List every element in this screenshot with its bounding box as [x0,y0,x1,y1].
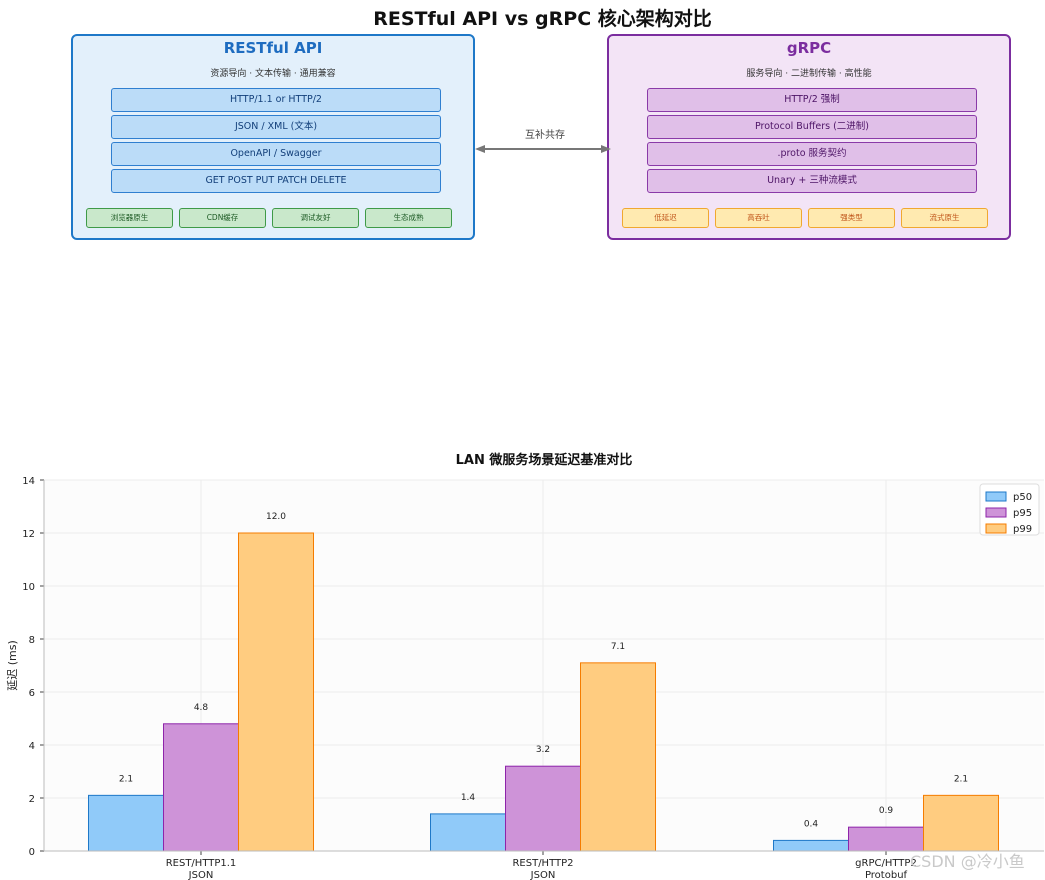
grpc-feature-format: Protocol Buffers (二进制) [647,115,977,139]
rest-chip-ecosystem: 生态成熟 [365,208,452,228]
rest-feature-methods: GET POST PUT PATCH DELETE [111,169,441,193]
grpc-feature-protocol: HTTP/2 强制 [647,88,977,112]
watermark: CSDN @冷小鱼 [910,852,1025,871]
rest-feature-format: JSON / XML (文本) [111,115,441,139]
y-tick-label: 10 [22,582,35,593]
diagram-title: RESTful API vs gRPC 核心架构对比 [373,8,712,30]
data-label: 4.8 [194,703,209,713]
data-label: 7.1 [611,642,625,652]
grpc-feature-streaming: Unary + 三种流模式 [647,169,977,193]
grpc-panel: gRPC 服务导向 · 二进制传输 · 高性能 HTTP/2 强制 Protoc… [607,34,1011,240]
legend-swatch-p99 [985,523,1007,534]
x-tick-label: REST/HTTP1.1 [166,858,237,869]
grpc-chip-throughput: 高吞吐 [715,208,802,228]
data-label: 12.0 [266,512,286,522]
x-tick-label: gRPC/HTTP2 [855,858,917,869]
rest-feature-protocol: HTTP/1.1 or HTTP/2 [111,88,441,112]
y-tick-label: 0 [29,847,35,858]
grpc-chip-typing: 强类型 [808,208,895,228]
bar-p95 [505,765,581,852]
rest-panel-subtitle: 资源导向 · 文本传输 · 通用兼容 [210,69,336,79]
bar-p99 [238,532,314,852]
grpc-panel-title: gRPC [786,39,832,57]
legend-swatch-p50 [985,491,1007,502]
bar-p95 [163,723,239,852]
x-tick-label: Protobuf [865,870,908,880]
grpc-chip-stream: 流式原生 [901,208,988,228]
bar-p99 [923,794,999,852]
rest-feature-spec: OpenAPI / Swagger [111,142,441,166]
y-axis-label: 延迟 (ms) [6,640,19,691]
y-tick-label: 12 [22,529,35,540]
legend-label-p50: p50 [1013,492,1032,503]
data-label: 2.1 [119,774,133,784]
data-label: 0.4 [804,819,819,829]
y-tick-label: 6 [29,688,35,699]
grpc-chip-latency: 低延迟 [622,208,709,228]
legend-label-p99: p99 [1013,524,1032,535]
bar-p50 [773,839,849,852]
connector-label: 互补共存 [525,130,565,141]
rest-chip-browser: 浏览器原生 [86,208,173,228]
bar-p50 [88,794,164,852]
legend-swatch-p95 [985,507,1007,518]
grpc-feature-contract: .proto 服务契约 [647,142,977,166]
y-tick-label: 8 [29,635,35,646]
rest-chip-cdn: CDN缓存 [179,208,266,228]
y-tick-label: 14 [22,476,35,487]
grpc-panel-subtitle: 服务导向 · 二进制传输 · 高性能 [746,69,872,79]
y-tick-label: 2 [29,794,35,805]
data-label: 3.2 [536,745,550,755]
bar-p50 [430,813,506,852]
data-label: 1.4 [461,793,476,803]
y-tick-label: 4 [29,741,35,752]
data-label: 0.9 [879,806,894,816]
rest-chip-debug: 调试友好 [272,208,359,228]
latency-bar-chart: LAN 微服务场景延迟基准对比 0 2 4 6 8 10 12 14 延迟 (ms) 2.1 4.8 1… [6,452,1044,880]
x-tick-label: JSON [188,870,214,880]
data-label: 2.1 [954,774,968,784]
bar-p99 [580,662,656,852]
rest-panel: RESTful API 资源导向 · 文本传输 · 通用兼容 HTTP/1.1 … [71,34,475,240]
x-tick-label: REST/HTTP2 [512,858,573,869]
x-tick-label: JSON [530,870,556,880]
rest-panel-title: RESTful API [223,39,323,57]
chart-title: LAN 微服务场景延迟基准对比 [456,452,633,468]
connector-arrow [475,145,611,153]
legend-label-p95: p95 [1013,508,1032,519]
